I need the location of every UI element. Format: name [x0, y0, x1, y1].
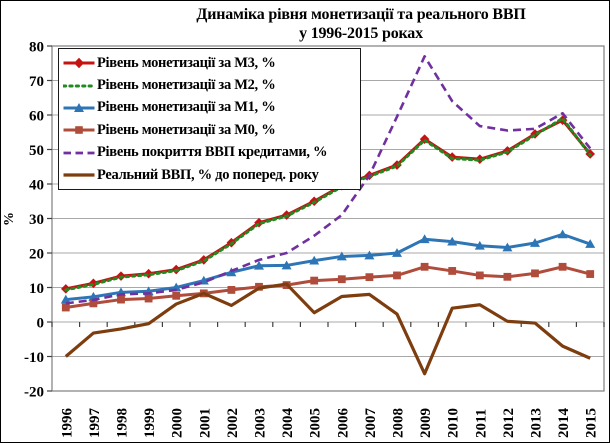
x-tick-label: 2013: [529, 408, 545, 438]
legend-marker-m2: [63, 84, 95, 88]
x-tick-label: 2005: [308, 408, 324, 438]
axis-ticks: [47, 45, 605, 392]
legend-marker-m0: [63, 126, 95, 135]
y-tick-label: 10: [29, 281, 44, 297]
y-tick-label: 0: [37, 316, 45, 332]
legend-item-m2: Рівень монетизації за М2, %: [63, 74, 356, 96]
legend-item-label: Рівень покриття ВВП кредитами, %: [97, 144, 328, 161]
legend-item-label: Рівень монетизації за М0, %: [97, 121, 276, 138]
y-axis-labels: 80 70 60 50 40 30 20 10 0 -10 -20: [24, 40, 44, 401]
x-tick-label: 2011: [473, 409, 489, 438]
y-tick-label: 70: [29, 74, 44, 90]
series-gdp: [64, 282, 591, 376]
legend-marker-m1: [63, 102, 95, 112]
legend-item-gdp: Реальний ВВП, % до поперед. року: [63, 164, 356, 186]
legend-item-credit: Рівень покриття ВВП кредитами, %: [63, 142, 356, 164]
x-tick-label: 1997: [87, 408, 103, 439]
legend-item-label: Рівень монетизації за М3, %: [97, 54, 276, 71]
series-credit: [65, 55, 592, 305]
y-tick-label: 20: [29, 247, 44, 263]
x-tick-label: 2007: [363, 408, 379, 439]
legend-item-m1: Рівень монетизації за М1, %: [63, 97, 356, 119]
chart-subtitle: у 1996-2015 роках: [299, 25, 423, 42]
legend-marker-gdp: [63, 173, 95, 177]
series-m1: [60, 229, 596, 304]
y-tick-label: -20: [24, 385, 44, 401]
y-tick-label: 50: [29, 143, 44, 159]
x-tick-label: 2000: [170, 408, 186, 438]
y-axis-title: %: [2, 212, 17, 226]
y-tick-label: 60: [29, 109, 44, 125]
x-tick-label: 2015: [584, 408, 600, 438]
x-tick-label: 2001: [197, 408, 213, 438]
y-tick-label: 40: [29, 178, 44, 194]
x-tick-label: 2012: [501, 408, 517, 438]
legend-marker-credit: [63, 151, 95, 155]
x-tick-label: 2006: [335, 408, 351, 439]
x-tick-label: 2008: [391, 408, 407, 438]
x-axis-labels: 1996 1997 1998 1999 2000 2001 2002 2003 2004 2005…: [59, 408, 599, 439]
chart-title-block: Динаміка рівня монетизації та реального …: [116, 5, 606, 43]
y-tick-label: 80: [29, 40, 44, 56]
y-tick-label: -10: [24, 350, 44, 366]
series-m2: [64, 116, 592, 292]
legend-marker-m3: [63, 57, 95, 69]
legend: Рівень монетизації за М3, % Рівень монети…: [58, 48, 361, 191]
legend-item-label: Реальний ВВП, % до поперед. року: [97, 166, 319, 183]
x-tick-label: 2003: [253, 408, 269, 438]
x-tick-label: 2014: [556, 408, 572, 439]
x-tick-label: 2009: [418, 408, 434, 438]
y-tick-label: 30: [29, 212, 44, 228]
legend-item-m3: Рівень монетизації за М3, %: [63, 52, 356, 74]
x-tick-label: 1996: [59, 408, 75, 439]
x-tick-label: 2010: [446, 408, 462, 438]
legend-item-m0: Рівень монетизації за М0, %: [63, 119, 356, 141]
chart-title: Динаміка рівня монетизації та реального …: [196, 6, 526, 23]
legend-item-label: Рівень монетизації за М1, %: [97, 99, 276, 116]
x-tick-label: 2002: [225, 408, 241, 438]
x-tick-label: 2004: [280, 408, 296, 439]
legend-item-label: Рівень монетизації за М2, %: [97, 77, 276, 94]
x-tick-label: 1999: [142, 408, 158, 438]
x-tick-label: 1998: [115, 408, 131, 438]
